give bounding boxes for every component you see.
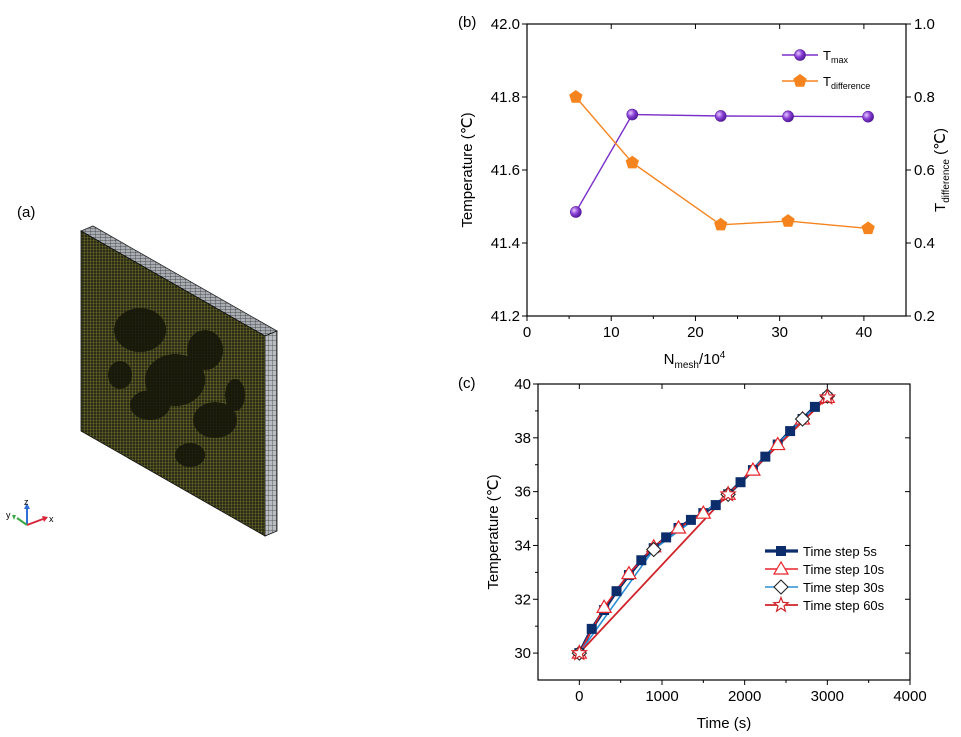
chart-b-y2tick-label: 0.4 — [914, 235, 935, 252]
chart-b-ytick-label: 41.2 — [491, 308, 520, 325]
chart-b-legend-label: Tdifference — [823, 74, 870, 91]
chart-b-axes: 0 10 20 30 40 41.2 41.4 41.6 41.8 42.0 0.2 0.4 0.6 0.… — [459, 16, 952, 371]
chart-c-point — [636, 555, 647, 566]
chart-c-point — [809, 401, 820, 412]
chart-c-legend-label: Time step 60s — [803, 598, 885, 613]
chart-c-legend-marker — [772, 595, 790, 613]
chart-b-point — [569, 90, 583, 103]
time-step-independence-chart: 0 1000 2000 3000 4000 30 32 34 36 38 40 Time (s) Tem… — [485, 376, 927, 732]
chart-c-point — [596, 599, 613, 613]
chart-c-ylabel: Temperature (℃) — [485, 474, 502, 589]
chart-b-point — [781, 214, 795, 227]
chart-b-legend-marker — [794, 49, 806, 61]
chart-c-xtick-label: 2000 — [728, 688, 761, 705]
coordinate-triad: z y x — [6, 497, 54, 526]
chart-c-legend-marker — [772, 560, 790, 575]
chart-c-frame — [537, 383, 911, 681]
chart-c-ytick-label: 40 — [514, 376, 531, 393]
chart-b-xtick-label: 20 — [687, 324, 704, 341]
y-axis-label: y — [6, 510, 11, 520]
chart-b-legend-label: Tmax — [823, 48, 848, 65]
chart-c-point — [719, 485, 737, 502]
chart-c-point — [695, 504, 712, 519]
chart-b-point — [714, 217, 728, 231]
chart-c-point — [794, 411, 811, 427]
chart-c-xtick-label: 4000 — [893, 688, 926, 705]
chart-b-series — [569, 90, 875, 235]
chart-c-point — [620, 565, 637, 580]
chart-c-legend-marker — [773, 579, 789, 595]
chart-c-legend-label: Time step 30s — [803, 580, 885, 595]
x-axis-arrow — [26, 518, 44, 526]
chart-b-point — [861, 221, 875, 235]
chart-b-y2tick-label: 0.8 — [914, 89, 935, 106]
chart-c-point — [744, 461, 761, 476]
chart-b-y2tick-label: 1.0 — [914, 16, 935, 33]
chart-c-legend-label: Time step 10s — [803, 562, 885, 577]
chart-b-point — [862, 110, 874, 123]
mesh-independence-chart: 0 10 20 30 40 41.2 41.4 41.6 41.8 42.0 0.2 0.4 0.6 0.… — [459, 16, 952, 371]
chart-c-ytick-label: 30 — [514, 645, 531, 662]
chart-c-point — [760, 451, 771, 462]
chart-c-point — [586, 623, 597, 634]
chart-b-ytick-label: 41.4 — [491, 235, 520, 252]
chart-c-legend: Time step 5s Time step 10s Time step 30s Ti… — [765, 544, 885, 613]
chart-b-ytick-label: 42.0 — [491, 16, 520, 33]
chart-b-point — [625, 155, 639, 169]
chart-c-point — [645, 541, 662, 558]
panel-label-a: (a) — [17, 204, 36, 221]
chart-c-legend-label: Time step 5s — [803, 544, 877, 559]
chart-c-point — [710, 500, 721, 511]
chart-c-point — [670, 519, 687, 534]
chart-b-xtick-label: 30 — [771, 324, 788, 341]
chart-b-legend-marker — [793, 74, 807, 87]
chart-b-series-line-0 — [575, 113, 869, 213]
chart-b-point — [714, 110, 727, 122]
y-axis-arrow — [16, 517, 28, 526]
chart-b-xtick-label: 10 — [603, 324, 620, 341]
chart-c-xtick-label: 1000 — [645, 688, 678, 705]
chart-b-ylabel: Temperature (℃) — [459, 112, 476, 227]
chart-c-ytick-label: 36 — [514, 484, 531, 501]
panel-label-c: (c) — [458, 375, 476, 392]
chart-b-xtick-label: 0 — [523, 324, 531, 341]
chart-c-point — [735, 477, 746, 488]
mesh-dark-regions — [108, 308, 245, 467]
chart-c-xtick-label: 0 — [575, 688, 583, 705]
chart-c-ytick-label: 32 — [514, 591, 531, 608]
chart-b-y2tick-label: 0.2 — [914, 308, 935, 325]
chart-b-y2tick-label: 0.6 — [914, 162, 935, 179]
chart-b-frame — [526, 23, 907, 317]
chart-c-point — [685, 514, 696, 525]
mesh-side-face — [264, 330, 278, 537]
chart-b-y2label: Tdifference (℃) — [932, 128, 952, 212]
chart-b-point — [570, 206, 582, 218]
chart-b-ytick-label: 41.6 — [491, 162, 520, 179]
panel-label-b: (b) — [458, 14, 477, 31]
chart-b-point — [782, 110, 794, 123]
x-axis-label: x — [49, 514, 54, 524]
mesh-model — [80, 225, 278, 537]
chart-b-ytick-label: 41.8 — [491, 89, 520, 106]
chart-c-series — [570, 388, 837, 661]
chart-b-point — [626, 108, 639, 121]
chart-c-point — [661, 532, 672, 543]
chart-b-xtick-label: 40 — [856, 324, 873, 341]
chart-c-xlabel: Time (s) — [697, 715, 751, 732]
z-axis-label: z — [24, 497, 29, 507]
chart-c-point — [769, 436, 786, 451]
chart-b-legend: Tmax Tdifference — [782, 48, 870, 91]
chart-c-legend-marker — [776, 546, 786, 556]
chart-c-point — [818, 388, 837, 405]
chart-c-point — [611, 586, 622, 597]
chart-c-ytick-label: 34 — [514, 537, 531, 554]
chart-c-ytick-label: 38 — [514, 430, 531, 447]
chart-c-xtick-label: 3000 — [811, 688, 844, 705]
chart-c-axes: 0 1000 2000 3000 4000 30 32 34 36 38 40 Time (s) Tem… — [485, 376, 927, 732]
chart-b-xlabel: Nmesh/104 — [664, 350, 726, 371]
chart-c-point — [785, 426, 796, 437]
chart-c-point — [570, 643, 589, 661]
